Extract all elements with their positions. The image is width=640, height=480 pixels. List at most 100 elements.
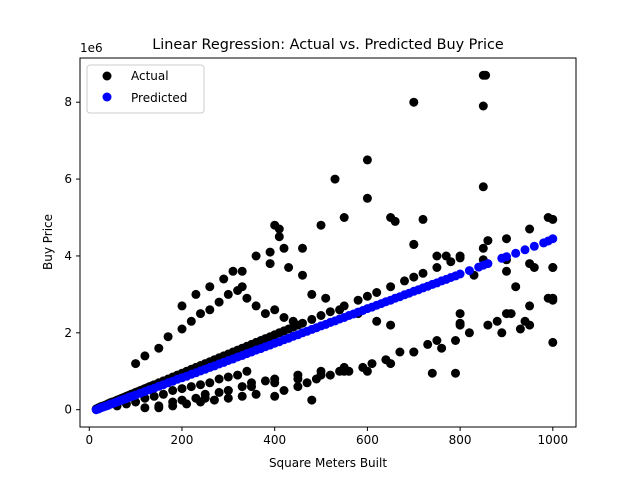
point-actual <box>209 395 219 405</box>
point-actual <box>251 389 261 399</box>
point-actual <box>158 389 168 399</box>
point-actual <box>464 328 474 338</box>
point-actual <box>511 282 521 292</box>
point-actual <box>543 213 553 222</box>
y-axis-label: Buy Price <box>41 214 55 270</box>
point-actual <box>223 289 233 299</box>
point-actual <box>455 251 465 261</box>
point-actual <box>339 213 349 222</box>
x-tick-label: 400 <box>263 433 286 447</box>
point-actual <box>478 101 488 111</box>
point-actual <box>381 355 391 365</box>
point-actual <box>298 270 307 280</box>
point-actual <box>529 263 539 272</box>
point-actual <box>214 374 224 384</box>
point-actual <box>260 309 270 319</box>
point-actual <box>418 214 428 224</box>
point-actual <box>497 328 507 338</box>
point-actual <box>353 295 363 305</box>
point-actual <box>386 282 396 292</box>
point-actual <box>548 337 558 347</box>
point-actual <box>265 259 275 269</box>
point-actual <box>242 293 252 303</box>
point-actual <box>154 343 164 353</box>
point-actual <box>548 263 558 272</box>
point-actual <box>307 289 317 299</box>
point-actual <box>367 359 377 369</box>
point-actual <box>177 301 187 311</box>
point-actual <box>279 243 289 253</box>
point-actual <box>423 339 433 349</box>
point-predicted <box>548 234 558 244</box>
point-actual <box>196 309 205 319</box>
point-actual <box>451 368 460 378</box>
point-actual <box>525 224 535 234</box>
point-actual <box>335 366 345 376</box>
point-actual <box>432 251 442 261</box>
point-actual <box>441 251 451 261</box>
point-actual <box>418 268 428 278</box>
point-actual <box>409 97 419 107</box>
data-points <box>91 70 558 415</box>
point-actual <box>478 182 488 192</box>
point-actual <box>293 374 303 384</box>
point-actual <box>168 386 178 395</box>
y-tick-label: 6 <box>64 172 72 186</box>
legend-marker-actual <box>102 71 112 81</box>
point-actual <box>325 307 335 317</box>
y-offset-text: 1e6 <box>80 41 103 55</box>
point-actual <box>270 391 280 401</box>
point-actual <box>502 266 511 276</box>
point-actual <box>316 311 326 320</box>
point-actual <box>223 386 233 395</box>
point-actual <box>260 376 270 386</box>
point-actual <box>214 297 224 307</box>
point-actual <box>451 336 460 345</box>
point-actual <box>409 272 419 282</box>
point-actual <box>455 309 465 319</box>
y-tick-label: 0 <box>64 403 72 417</box>
point-actual <box>481 70 491 80</box>
point-actual <box>237 266 247 276</box>
x-tick-label: 0 <box>85 433 93 447</box>
point-actual <box>311 374 321 384</box>
point-actual <box>131 359 141 369</box>
point-actual <box>432 336 442 345</box>
point-actual <box>525 301 535 311</box>
x-tick-label: 800 <box>449 433 472 447</box>
point-actual <box>186 382 196 392</box>
point-actual <box>455 318 465 328</box>
point-actual <box>395 347 405 357</box>
point-actual <box>149 391 159 401</box>
legend-marker-predicted <box>102 92 112 102</box>
point-actual <box>506 309 516 319</box>
point-predicted <box>511 248 521 258</box>
point-predicted <box>464 266 474 276</box>
point-actual <box>362 155 372 165</box>
point-actual <box>168 401 178 411</box>
legend-box <box>86 64 205 114</box>
point-actual <box>478 243 488 253</box>
point-actual <box>284 263 294 272</box>
point-actual <box>177 384 187 394</box>
point-predicted <box>455 269 465 279</box>
point-actual <box>515 324 525 334</box>
point-actual <box>293 382 303 392</box>
point-actual <box>298 243 307 253</box>
point-actual <box>242 366 252 376</box>
point-actual <box>427 368 437 378</box>
point-actual <box>492 316 502 326</box>
point-actual <box>483 236 493 246</box>
point-actual <box>191 289 201 299</box>
point-actual <box>437 343 447 353</box>
point-actual <box>386 320 396 330</box>
plot-frame <box>79 57 577 428</box>
point-actual <box>307 395 317 405</box>
point-actual <box>196 397 205 407</box>
legend: Actual Predicted <box>86 64 205 114</box>
point-actual <box>520 316 530 326</box>
point-actual <box>279 313 289 322</box>
x-axis: 0 200 400 600 800 1000 <box>85 427 568 447</box>
point-actual <box>251 251 261 261</box>
